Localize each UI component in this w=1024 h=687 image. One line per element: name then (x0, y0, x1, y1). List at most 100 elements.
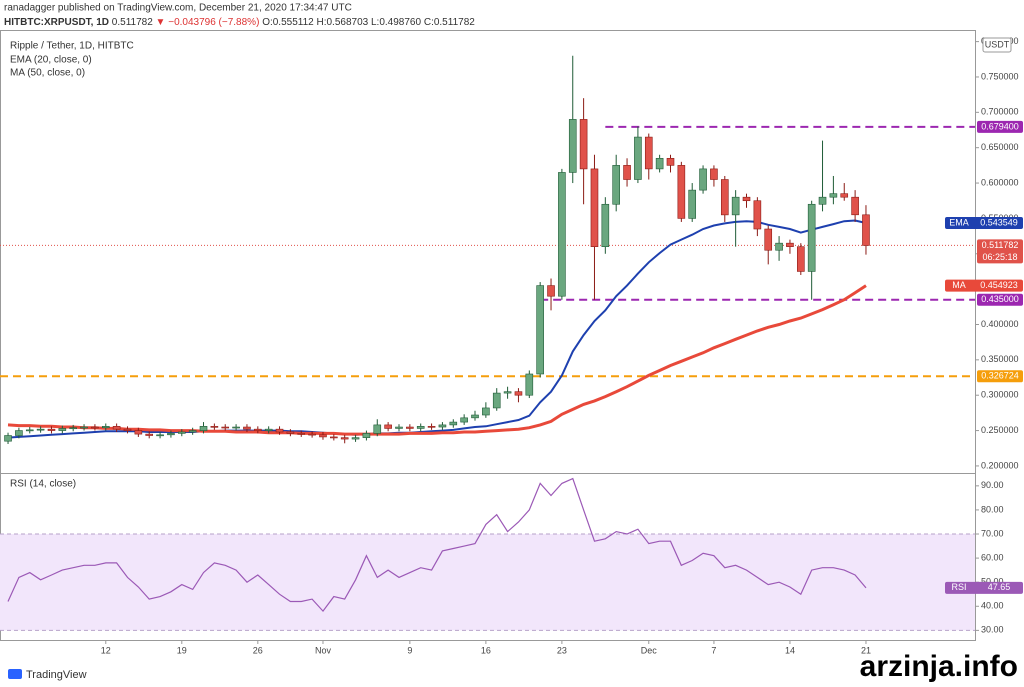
candle-body (254, 428, 262, 431)
x-tick-label: 19 (177, 645, 187, 655)
level-tag (977, 120, 1023, 133)
author-line: ranadagger published on TradingView.com,… (4, 3, 352, 14)
legend-ema: EMA (20, close, 0) (10, 55, 92, 66)
x-tick-label: 26 (253, 645, 263, 655)
y-tick-label: 0.200000 (981, 460, 1019, 470)
brand: TradingView (26, 669, 87, 681)
y-tick-label: 0.250000 (981, 425, 1019, 435)
candle-body (503, 391, 512, 394)
rsi-tick-label: 30.00 (981, 625, 1004, 635)
x-tick-label: Dec (641, 645, 658, 655)
series-tag-name: EMA (949, 217, 969, 227)
candle-body (536, 285, 544, 375)
candle-body (492, 392, 501, 409)
open: O:0.555112 (262, 17, 314, 28)
candle-body (764, 228, 773, 251)
candle-body (688, 189, 697, 219)
candle-body (655, 157, 664, 170)
legend-ma: MA (50, close, 0) (10, 68, 85, 79)
candle-body (25, 429, 34, 432)
candle-body (644, 136, 653, 170)
watermark: arzinja.info (860, 650, 1018, 683)
candle-body (177, 431, 186, 434)
candle-body (612, 165, 620, 205)
close: C:0.511782 (424, 17, 475, 28)
x-tick-label: 21 (861, 645, 871, 655)
rsi-tick-label: 60.00 (981, 552, 1004, 562)
y-tick-label: 0.600000 (981, 177, 1019, 187)
candle-body (123, 428, 132, 431)
candle-body (36, 428, 45, 431)
candle-body (427, 426, 436, 428)
candle-body (742, 196, 751, 202)
candle-body (710, 168, 718, 180)
candle-body (362, 433, 371, 438)
candle-body (829, 193, 838, 198)
x-tick-label: 7 (711, 645, 716, 655)
x-tick-label: 12 (101, 645, 111, 655)
logo (8, 669, 22, 679)
series-tag (945, 216, 1023, 229)
level-label: 0.435000 (981, 294, 1019, 304)
candle-body (460, 417, 468, 423)
rsi-tag-value: 47.65 (988, 582, 1011, 592)
candle-body (558, 172, 566, 297)
candle-body (699, 168, 707, 191)
candle-body (482, 407, 490, 416)
candle-body (862, 214, 870, 246)
rsi-tick-label: 70.00 (981, 528, 1004, 538)
candle-body (547, 285, 555, 297)
candle-body (15, 430, 23, 436)
candle-body (134, 430, 143, 435)
candle-body (786, 242, 794, 247)
candle-body (330, 436, 338, 439)
candle-body (188, 430, 197, 433)
candle-body (384, 424, 392, 429)
currency: USDT (985, 39, 1010, 49)
candle-body (319, 434, 327, 438)
rsi-line (7, 477, 867, 613)
candle-body (286, 431, 295, 434)
candle-body (297, 433, 306, 435)
candle-body (275, 428, 284, 433)
candle-body (69, 427, 77, 430)
price-tag-value: 0.511782 (982, 240, 1019, 250)
level-label: 0.326724 (981, 371, 1019, 381)
candle-body (851, 196, 859, 216)
candle-body (634, 136, 642, 180)
x-tick-label: 23 (557, 645, 567, 655)
candle-body (579, 119, 588, 170)
candle-body (623, 165, 631, 180)
rsi-band (0, 534, 975, 631)
candle-body (80, 426, 88, 429)
chart-title: Ripple / Tether, 1D, HITBTC (10, 41, 134, 52)
candle-body (720, 179, 729, 216)
candle-body (4, 435, 12, 442)
candle-body (58, 428, 67, 431)
candle-body (232, 426, 240, 429)
candle-body (666, 157, 675, 166)
y-tick-label: 0.700000 (981, 107, 1019, 117)
candle-body (514, 391, 523, 396)
series-tag (945, 279, 1023, 292)
last: 0.511782 (112, 17, 153, 28)
rsi-tick-label: 80.00 (981, 504, 1004, 514)
plot-layer: 0.200000 0.250000 0.300000 0.350000 0.400000… (0, 36, 1023, 655)
y-tick-label: 0.350000 (981, 354, 1019, 364)
candle-body (199, 426, 208, 431)
rsi-tick-label: 40.00 (981, 601, 1004, 611)
series-tag-value: 0.543549 (980, 217, 1018, 227)
indicator-line (7, 284, 867, 436)
candle-body (525, 373, 534, 396)
candle-body (91, 426, 99, 429)
indicator-line (7, 219, 867, 439)
rsi-tag (945, 581, 1023, 594)
x-tick-label: 9 (407, 645, 412, 655)
price-tag (977, 239, 1023, 264)
x-tick-label: 14 (785, 645, 795, 655)
candle-body (438, 424, 447, 428)
candle-body (601, 203, 610, 247)
candle-body (818, 196, 827, 205)
